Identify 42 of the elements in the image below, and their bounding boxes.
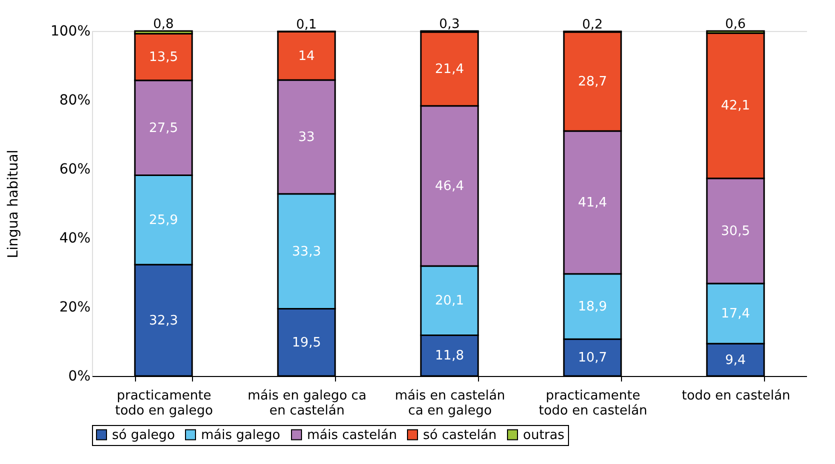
x-tick-label: máis en castelán ca en galego	[394, 388, 506, 418]
x-tick-label: practicamente todo en galego	[115, 388, 213, 418]
data-label: 20,1	[435, 294, 464, 309]
data-label: 32,3	[149, 313, 178, 328]
data-label: 10,7	[578, 350, 607, 366]
y-tick-label: 0%	[68, 368, 90, 384]
y-tick-label: 60%	[59, 162, 90, 178]
y-tick-label: 80%	[59, 92, 90, 108]
y-axis-title: Lingua habitual	[5, 150, 22, 258]
data-label: 13,5	[149, 50, 178, 66]
data-label: 27,5	[149, 120, 178, 136]
y-tick-label: 100%	[50, 24, 90, 40]
y-tick-label: 20%	[59, 300, 90, 316]
legend-label: máis galego	[201, 428, 280, 443]
data-label: 42,1	[721, 98, 750, 114]
data-label: 17,4	[721, 306, 750, 322]
data-label: 18,9	[578, 299, 607, 314]
data-label: 46,4	[435, 178, 464, 194]
x-tick-label: practicamente todo en castelán	[538, 388, 648, 418]
data-label: 21,4	[435, 62, 464, 77]
legend-label: outras	[523, 428, 565, 443]
legend-label: máis castelán	[307, 428, 397, 443]
legend-label: só castelán	[423, 428, 497, 443]
y-tick-label: 40%	[59, 230, 90, 246]
data-label: 28,7	[578, 74, 607, 90]
data-label: 9,4	[725, 352, 746, 368]
data-label: 33,3	[292, 244, 321, 260]
data-label: 41,4	[578, 195, 607, 210]
data-label: 30,5	[721, 224, 750, 239]
x-tick-label: todo en castelán	[682, 388, 790, 404]
data-label: 14	[298, 48, 315, 64]
data-label: 19,5	[292, 335, 321, 350]
data-label: 0,3	[439, 17, 460, 32]
legend-label: só galego	[112, 428, 175, 443]
data-label: 0,6	[725, 17, 746, 32]
data-label: 0,1	[296, 17, 317, 32]
data-label: 33	[298, 130, 315, 145]
data-label: 25,9	[149, 212, 178, 228]
data-label: 0,2	[582, 17, 603, 32]
data-label: 0,8	[153, 17, 174, 32]
x-tick-label: máis en galego ca en castelán	[248, 388, 366, 418]
data-label: 11,8	[435, 348, 464, 364]
